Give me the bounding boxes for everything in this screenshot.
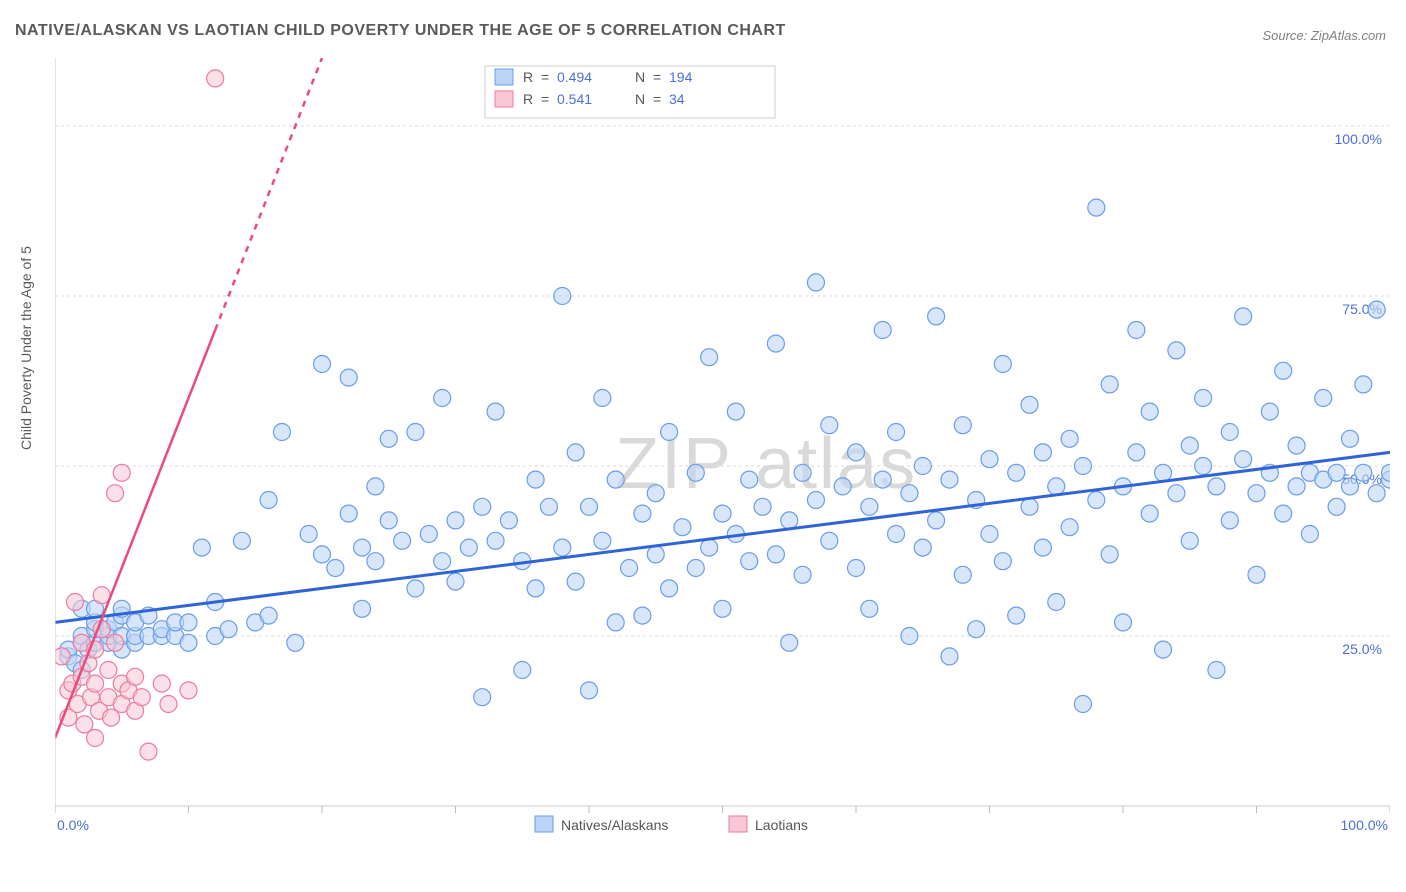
svg-text:Laotians: Laotians — [755, 817, 808, 833]
svg-text:25.0%: 25.0% — [1342, 641, 1382, 657]
y-axis-label: Child Poverty Under the Age of 5 — [18, 246, 34, 450]
svg-text:=: = — [653, 69, 661, 85]
svg-text:N: N — [635, 91, 645, 107]
source-attribution: Source: ZipAtlas.com — [1262, 28, 1386, 43]
chart-title: NATIVE/ALASKAN VS LAOTIAN CHILD POVERTY … — [15, 22, 786, 40]
svg-text:194: 194 — [669, 69, 693, 85]
svg-text:0.494: 0.494 — [557, 69, 592, 85]
svg-text:100.0%: 100.0% — [1341, 817, 1388, 833]
svg-text:=: = — [541, 91, 549, 107]
svg-text:=: = — [541, 69, 549, 85]
svg-text:R: R — [523, 91, 533, 107]
svg-text:0.541: 0.541 — [557, 91, 592, 107]
svg-text:100.0%: 100.0% — [1335, 131, 1382, 147]
svg-text:0.0%: 0.0% — [57, 817, 89, 833]
scatter-plot: 25.0%50.0%75.0%100.0%ZIPatlas0.0%100.0%R… — [55, 58, 1390, 833]
svg-text:=: = — [653, 91, 661, 107]
svg-text:N: N — [635, 69, 645, 85]
svg-text:R: R — [523, 69, 533, 85]
svg-text:Natives/Alaskans: Natives/Alaskans — [561, 817, 668, 833]
svg-text:34: 34 — [669, 91, 685, 107]
